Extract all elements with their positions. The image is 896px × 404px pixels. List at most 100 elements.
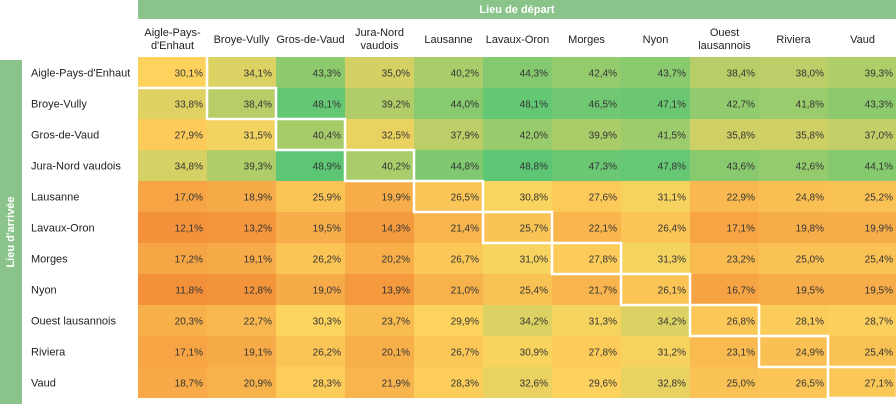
cell-value-label: 47,8% (658, 162, 686, 173)
heatmap-cell (690, 212, 759, 243)
heatmap-cell (690, 274, 759, 305)
heatmap-cell (552, 274, 621, 305)
cell-value-label: 17,1% (175, 348, 203, 359)
heatmap-cell (276, 57, 345, 88)
heatmap-cell (483, 119, 552, 150)
heatmap-cell (414, 212, 483, 243)
heatmap-cell (552, 367, 621, 398)
cell-value-label: 21,0% (451, 286, 479, 297)
cell-value-label: 34,1% (244, 69, 272, 80)
cell-value-label: 11,8% (175, 286, 203, 297)
cell-value-label: 26,2% (313, 255, 341, 266)
column-header-aigle-pays-d-enhaut: Aigle-Pays-d'Enhaut (144, 27, 201, 52)
heatmap-cell (552, 336, 621, 367)
cell-value-label: 19,1% (244, 255, 272, 266)
heatmap-cell (345, 274, 414, 305)
heatmap-cell (621, 119, 690, 150)
heatmap-cell (483, 243, 552, 274)
heatmap-cell (759, 243, 828, 274)
cell-value-label: 22,7% (244, 317, 272, 328)
heatmap-cell (345, 305, 414, 336)
cell-value-label: 19,5% (865, 286, 893, 297)
heatmap-cell (207, 88, 276, 119)
heatmap-cell (690, 305, 759, 336)
cell-value-label: 19,9% (382, 193, 410, 204)
column-axis-title: Lieu de départ (479, 3, 555, 16)
column-header-ouest-lausannois: Ouest lausannois (698, 27, 751, 52)
heatmap-cell (345, 243, 414, 274)
heatmap-cell (207, 274, 276, 305)
heatmap-cell (414, 181, 483, 212)
heatmap-cell (207, 367, 276, 398)
heatmap-cell (483, 212, 552, 243)
heatmap-cell (345, 181, 414, 212)
cell-value-label: 24,8% (796, 193, 824, 204)
column-header-riviera: Riviera (776, 34, 811, 46)
cell-value-label: 31,3% (658, 255, 686, 266)
row-header-aigle-pays-d-enhaut: Aigle-Pays-d'Enhaut (31, 68, 130, 80)
heatmap-cell (276, 274, 345, 305)
column-header-morges: Morges (568, 34, 605, 46)
cell-value-label: 43,3% (313, 69, 341, 80)
cell-value-label: 27,8% (589, 348, 617, 359)
heatmap-cell (414, 367, 483, 398)
heatmap-cell (138, 274, 207, 305)
heatmap-cell (276, 119, 345, 150)
heatmap-cell (828, 57, 896, 88)
heatmap-cell (414, 274, 483, 305)
cell-value-label: 28,3% (313, 379, 341, 390)
cell-value-label: 19,5% (796, 286, 824, 297)
heatmap-cell (345, 212, 414, 243)
heatmap-cell (276, 336, 345, 367)
cell-value-label: 25,4% (865, 348, 893, 359)
cell-value-label: 31,2% (658, 348, 686, 359)
column-header-gros-de-vaud: Gros-de-Vaud (276, 34, 344, 46)
cell-value-label: 14,3% (382, 224, 410, 235)
cell-value-label: 31,0% (520, 255, 548, 266)
heatmap-cell (207, 150, 276, 181)
cell-value-label: 44,8% (451, 162, 479, 173)
cell-value-label: 48,1% (520, 100, 548, 111)
heatmap-cell (483, 150, 552, 181)
row-header-morges: Morges (31, 254, 68, 266)
cell-value-label: 29,9% (451, 317, 479, 328)
cell-value-label: 26,8% (727, 317, 755, 328)
row-header-nyon: Nyon (31, 285, 57, 297)
cell-value-label: 30,1% (175, 69, 203, 80)
cell-value-label: 27,6% (589, 193, 617, 204)
heatmap-cell (621, 243, 690, 274)
cell-value-label: 21,7% (589, 286, 617, 297)
heatmap-cell (138, 212, 207, 243)
cell-value-label: 35,0% (382, 69, 410, 80)
cell-value-label: 17,1% (727, 224, 755, 235)
heatmap-cell (552, 57, 621, 88)
heatmap-cell (483, 57, 552, 88)
column-header-lavaux-oron: Lavaux-Oron (486, 34, 550, 46)
cell-value-label: 20,3% (175, 317, 203, 328)
cell-value-label: 48,9% (313, 162, 341, 173)
heatmap-cell (690, 181, 759, 212)
cell-value-label: 47,1% (658, 100, 686, 111)
cell-value-label: 39,2% (382, 100, 410, 111)
heatmap-cell (276, 88, 345, 119)
heatmap-cell (552, 88, 621, 119)
cell-value-label: 42,7% (727, 100, 755, 111)
cell-value-label: 27,9% (175, 131, 203, 142)
cell-value-label: 44,0% (451, 100, 479, 111)
cell-value-label: 26,1% (658, 286, 686, 297)
heatmap-cell (621, 57, 690, 88)
heatmap-cell (276, 212, 345, 243)
heatmap-cell (414, 57, 483, 88)
cell-value-label: 25,4% (520, 286, 548, 297)
heatmap-cell (621, 367, 690, 398)
cell-value-label: 30,8% (520, 193, 548, 204)
heatmap-cell (828, 150, 896, 181)
cell-value-label: 40,4% (313, 131, 341, 142)
cell-value-label: 26,7% (451, 255, 479, 266)
heatmap-cell (483, 305, 552, 336)
heatmap-cell (552, 305, 621, 336)
row-header-ouest-lausannois: Ouest lausannois (31, 316, 116, 328)
heatmap-cell (207, 212, 276, 243)
heatmap-cell (759, 150, 828, 181)
heatmap-cell (621, 181, 690, 212)
